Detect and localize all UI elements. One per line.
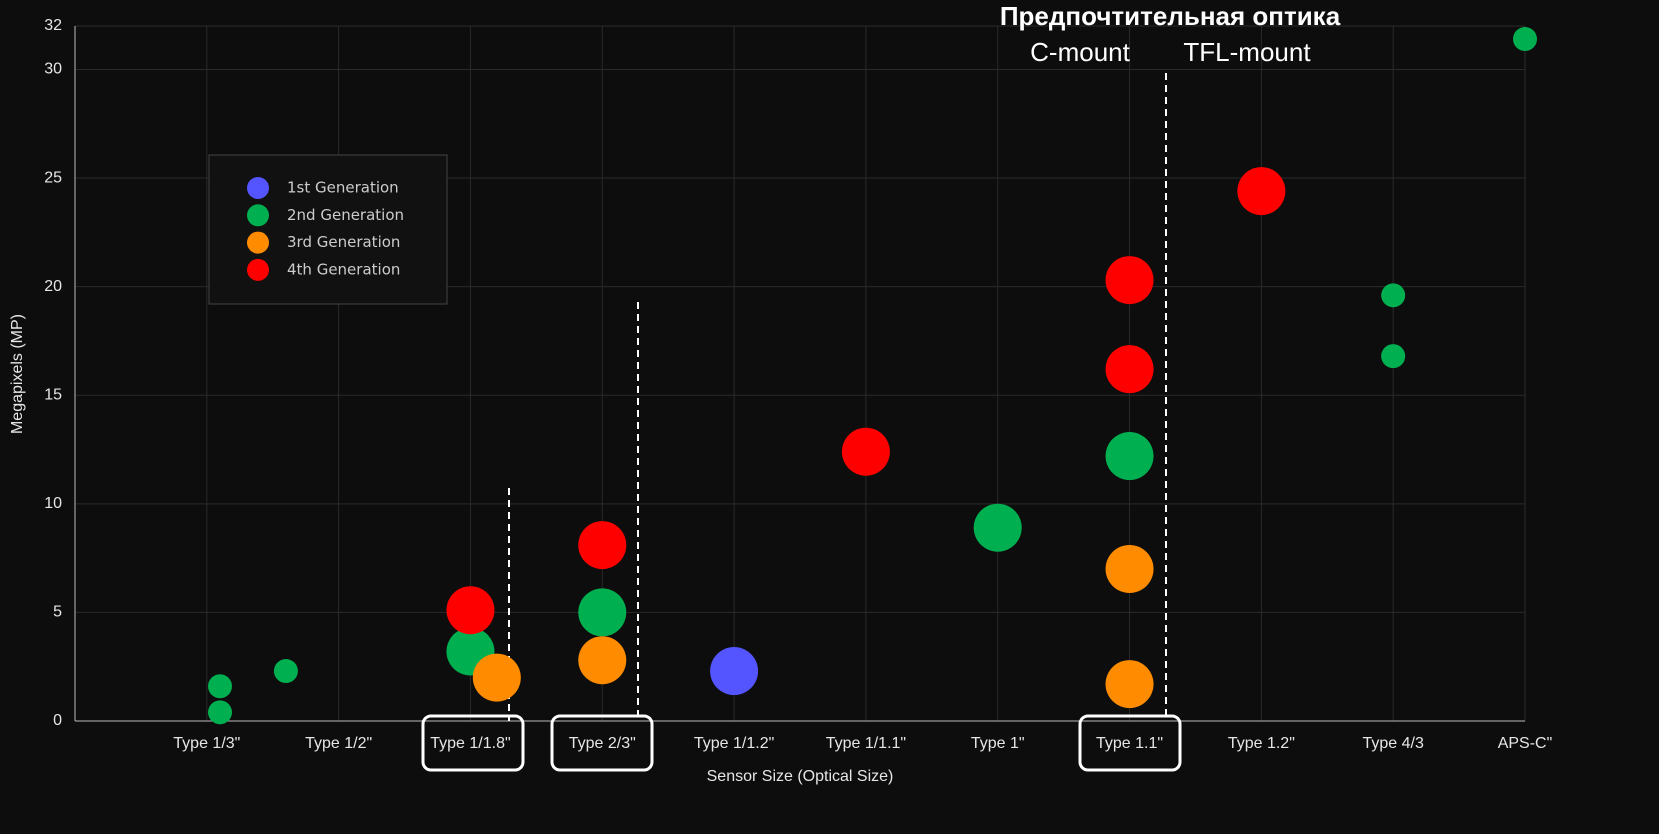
annotation: C-mount xyxy=(1030,37,1130,67)
x-tick-label: Type 1" xyxy=(971,735,1025,752)
highlight-box xyxy=(421,714,525,772)
bubble xyxy=(1105,256,1154,305)
annotation: TFL-mount xyxy=(1183,37,1311,67)
highlight-box xyxy=(1078,714,1182,772)
legend-label: 3rd Generation xyxy=(287,233,400,251)
x-tick-label: Type 4/3 xyxy=(1362,735,1423,752)
bubble xyxy=(578,521,627,570)
bubble xyxy=(973,503,1022,552)
y-tick-label: 30 xyxy=(44,61,62,78)
x-tick-label: Type 1.2" xyxy=(1228,735,1295,752)
legend-label: 1st Generation xyxy=(287,179,399,197)
bubble xyxy=(1105,432,1154,481)
legend-marker xyxy=(247,231,269,254)
bubble xyxy=(1105,544,1154,593)
bubble xyxy=(578,636,627,685)
y-tick-label: 10 xyxy=(44,495,62,512)
y-tick-label: 25 xyxy=(44,169,62,186)
bubble xyxy=(841,427,890,476)
y-tick-label: 0 xyxy=(53,712,62,729)
bubble xyxy=(578,588,627,637)
bubble xyxy=(1381,344,1406,369)
bubble xyxy=(1381,283,1406,308)
legend-marker xyxy=(247,177,269,199)
bubble xyxy=(1105,660,1154,709)
x-tick-label: Type 2/3" xyxy=(569,735,636,752)
bubble xyxy=(208,700,232,725)
x-tick-label: Type 1/3" xyxy=(173,735,240,752)
legend xyxy=(208,154,448,305)
highlight-box xyxy=(550,714,654,772)
y-tick-label: 20 xyxy=(44,278,62,295)
y-axis-label: Megapixels (MP) xyxy=(9,314,26,434)
y-tick-label: 5 xyxy=(53,604,62,621)
legend-marker xyxy=(247,204,269,227)
bubble xyxy=(208,674,232,699)
bubble xyxy=(1513,27,1537,52)
bubble xyxy=(273,659,298,684)
bubble xyxy=(1105,345,1154,394)
x-tick-label: Type 1/1.1" xyxy=(826,735,906,752)
x-tick-label: Type 1.1" xyxy=(1096,735,1163,752)
legend-label: 2nd Generation xyxy=(287,206,404,224)
x-tick-label: Type 1/1.2" xyxy=(694,735,774,752)
x-tick-label: APS-C" xyxy=(1498,735,1553,752)
annotation: Предпочтительная оптика xyxy=(1000,1,1341,31)
x-tick-label: Type 1/2" xyxy=(305,735,372,752)
bubble xyxy=(1237,167,1286,216)
legend-marker xyxy=(247,258,269,281)
x-tick-label: Type 1/1.8" xyxy=(430,735,510,752)
legend-label: 4th Generation xyxy=(287,260,400,278)
x-axis-label: Sensor Size (Optical Size) xyxy=(707,768,894,785)
y-tick-label: 32 xyxy=(44,17,62,34)
bubble xyxy=(710,647,759,696)
bubble xyxy=(472,653,521,702)
y-tick-label: 15 xyxy=(44,386,62,403)
bubble xyxy=(446,586,495,635)
